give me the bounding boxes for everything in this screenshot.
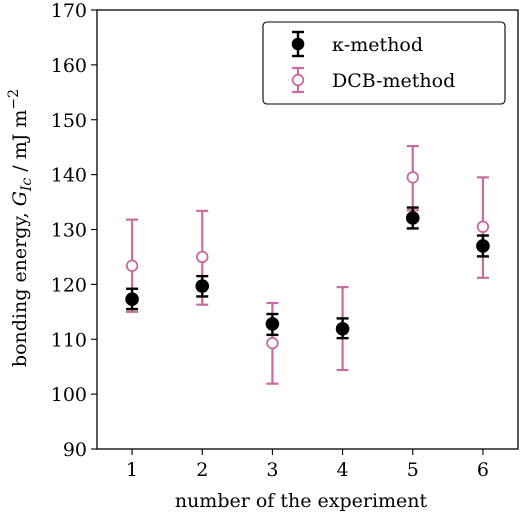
- legend-marker: [291, 73, 305, 87]
- data-point: [335, 322, 350, 336]
- x-tick-label: 3: [266, 459, 278, 481]
- x-axis-label: number of the experiment: [175, 490, 428, 512]
- y-tick-label: 100: [51, 384, 87, 406]
- data-point: [405, 211, 420, 225]
- legend-entry-dcb: DCB-method: [291, 66, 455, 94]
- series-dcb: [125, 144, 490, 385]
- data-point: [125, 259, 139, 272]
- series-kappa: [125, 206, 490, 340]
- legend: κ-method DCB-method: [262, 21, 506, 105]
- x-axis-ticks: 1 2 3 4 5 6: [126, 449, 489, 481]
- legend-label: κ-method: [332, 34, 423, 56]
- y-tick-label: 160: [51, 55, 87, 77]
- data-point: [266, 336, 279, 350]
- y-tick-label: 120: [51, 274, 87, 296]
- data-point: [406, 171, 419, 184]
- y-tick-label: 90: [63, 439, 87, 461]
- data-point: [195, 279, 210, 293]
- y-tick-label: 140: [51, 165, 87, 187]
- data-point: [476, 239, 490, 253]
- data-point: [476, 220, 490, 233]
- legend-entry-kappa: κ-method: [291, 30, 423, 58]
- plot-frame: [96, 9, 519, 450]
- x-tick-label: 1: [126, 459, 138, 481]
- y-tick-label: 130: [51, 220, 87, 242]
- legend-label: DCB-method: [332, 70, 455, 92]
- y-tick-label: 170: [51, 0, 87, 22]
- data-point: [125, 292, 139, 306]
- x-tick-label: 6: [477, 459, 489, 481]
- x-tick-label: 2: [196, 459, 208, 481]
- legend-marker: [291, 37, 305, 51]
- data-point: [196, 250, 209, 264]
- x-tick-label: 5: [407, 459, 419, 481]
- y-tick-label: 150: [51, 110, 87, 132]
- x-tick-label: 4: [337, 459, 349, 481]
- y-axis-ticks: 90 100 110 120 130 140 150 160 170: [51, 0, 97, 461]
- y-axis-label: bonding energy, GIc / mJ m−2: [6, 89, 35, 367]
- data-point: [265, 317, 280, 331]
- legend-box: [262, 21, 506, 105]
- series-layer: [125, 144, 490, 385]
- y-tick-label: 110: [51, 329, 87, 351]
